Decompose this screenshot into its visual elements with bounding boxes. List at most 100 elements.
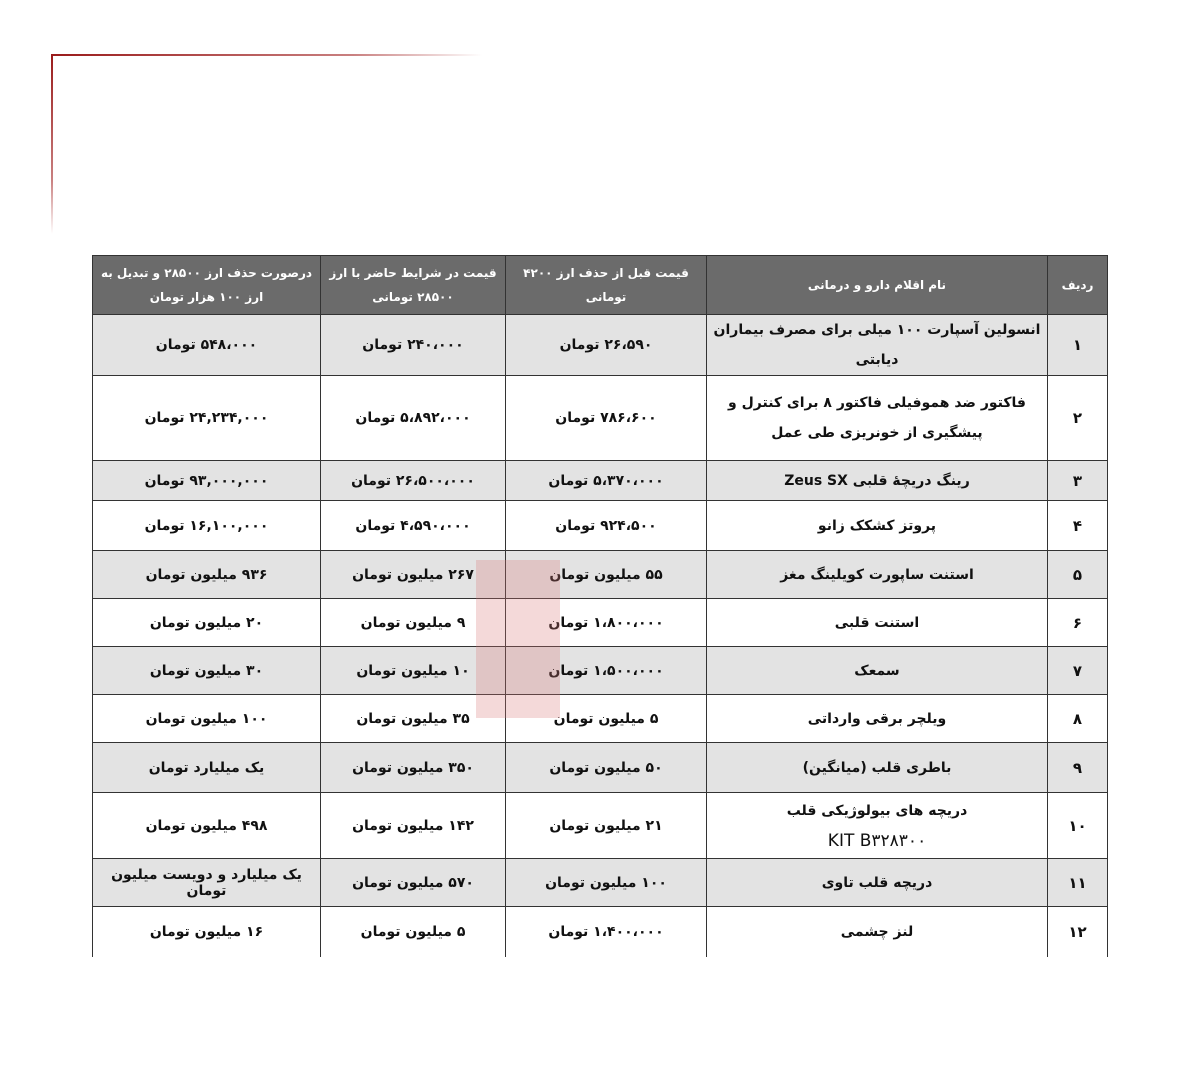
price-now: ۵۷۰ میلیون تومان <box>352 874 474 891</box>
price-after-cell: ۲۴,۲۳۴,۰۰۰ تومان <box>92 375 321 461</box>
price-after: ۵۴۸،۰۰۰ تومان <box>155 337 258 353</box>
item-name: رینگ دریچهٔ قلبی Zeus SX <box>784 472 970 489</box>
price-after-cell: ۳۰ میلیون تومان <box>92 646 321 695</box>
price-now-cell: ۵ میلیون تومان <box>320 906 506 957</box>
row-index-cell: ۷ <box>1047 646 1108 695</box>
price-before-cell: ۹۲۴،۵۰۰ تومان <box>505 500 707 551</box>
item-name: باطری قلب (میانگین) <box>802 759 952 776</box>
row-index-cell: ۱ <box>1047 314 1108 376</box>
price-now: ۳۵ میلیون تومان <box>356 710 470 727</box>
row-index-cell: ۹ <box>1047 742 1108 793</box>
row-index: ۱۱ <box>1068 873 1087 892</box>
price-now-cell: ۲۶،۵۰۰،۰۰۰ تومان <box>320 460 506 501</box>
price-now: ۱۴۲ میلیون تومان <box>352 817 474 834</box>
row-index: ۸ <box>1072 709 1083 728</box>
price-now: ۱۰ میلیون تومان <box>356 662 470 679</box>
row-index: ۴ <box>1072 516 1083 535</box>
price-now: ۹ میلیون تومان <box>360 614 466 631</box>
item-name: انسولین آسپارت ۱۰۰ میلی برای مصرف بیمارا… <box>713 322 1041 368</box>
row-index: ۱۲ <box>1068 922 1087 941</box>
price-after: یک میلیارد تومان <box>148 759 265 776</box>
price-after-cell: ۱۶,۱۰۰,۰۰۰ تومان <box>92 500 321 551</box>
price-before-cell: ۱،۸۰۰،۰۰۰ تومان <box>505 598 707 647</box>
item-name: لنز چشمی <box>840 923 914 940</box>
price-before: ۱،۸۰۰،۰۰۰ تومان <box>548 614 664 631</box>
header-price-after: درصورت حذف ارز ۲۸۵۰۰ و تبدیل به ارز ۱۰۰ … <box>92 255 321 315</box>
price-after-cell: ۱۰۰ میلیون تومان <box>92 694 321 743</box>
price-before: ۵،۳۷۰،۰۰۰ تومان <box>548 472 664 489</box>
price-before-cell: ۱،۴۰۰،۰۰۰ تومان <box>505 906 707 957</box>
price-after: ۳۰ میلیون تومان <box>149 662 264 679</box>
row-index-cell: ۱۰ <box>1047 792 1108 859</box>
price-before: ۱،۴۰۰،۰۰۰ تومان <box>548 923 664 940</box>
item-name: سمعک <box>854 662 900 679</box>
price-before: ۵۵ میلیون تومان <box>549 566 663 583</box>
price-after: ۲۴,۲۳۴,۰۰۰ تومان <box>144 410 269 426</box>
price-now-cell: ۳۵ میلیون تومان <box>320 694 506 743</box>
item-name-cell: ویلچر برقی وارداتی <box>706 694 1048 743</box>
price-before-cell: ۵۵ میلیون تومان <box>505 550 707 599</box>
decorative-frame-top <box>52 54 482 56</box>
header-price-before: قیمت قبل از حذف ارز ۴۲۰۰ تومانی <box>505 255 707 315</box>
price-now-cell: ۱۰ میلیون تومان <box>320 646 506 695</box>
item-name-line2: KIT B۳۲۸۳۰۰ <box>827 830 927 851</box>
price-now-cell: ۹ میلیون تومان <box>320 598 506 647</box>
price-now-cell: ۱۴۲ میلیون تومان <box>320 792 506 859</box>
row-index: ۲ <box>1072 409 1083 427</box>
price-now: ۴،۵۹۰،۰۰۰ تومان <box>355 517 471 534</box>
price-before-cell: ۲۱ میلیون تومان <box>505 792 707 859</box>
price-now-cell: ۲۴۰،۰۰۰ تومان <box>320 314 506 376</box>
price-now: ۵،۸۹۲،۰۰۰ تومان <box>355 410 471 426</box>
row-index-cell: ۸ <box>1047 694 1108 743</box>
table-row: ۱۰ دریچه های بیولوژیکی قلب KIT B۳۲۸۳۰۰ ۲۱ م… <box>92 792 1108 859</box>
item-name: استنت ساپورت کویلینگ مغز <box>780 566 974 583</box>
table-row: ۳ رینگ دریچهٔ قلبی Zeus SX ۵،۳۷۰،۰۰۰ تومان… <box>92 460 1108 501</box>
price-before-cell: ۵۰ میلیون تومان <box>505 742 707 793</box>
price-after: ۱۶,۱۰۰,۰۰۰ تومان <box>144 517 269 534</box>
table-row: ۷ سمعک ۱،۵۰۰،۰۰۰ تومان ۱۰ میلیون تومان ۳۰ می… <box>92 646 1108 695</box>
price-before: ۱،۵۰۰،۰۰۰ تومان <box>548 662 664 679</box>
row-index-cell: ۱۱ <box>1047 858 1108 907</box>
item-name-cell: باطری قلب (میانگین) <box>706 742 1048 793</box>
price-now: ۲۶۷ میلیون تومان <box>352 566 474 583</box>
price-now: ۲۶،۵۰۰،۰۰۰ تومان <box>351 472 475 489</box>
price-after: ۲۰ میلیون تومان <box>149 614 264 631</box>
item-name: پروتز کشکک زانو <box>817 517 937 534</box>
price-after: ۱۰۰ میلیون تومان <box>145 710 268 727</box>
item-name-cell: دریچه قلب تاوی <box>706 858 1048 907</box>
row-index-cell: ۳ <box>1047 460 1108 501</box>
price-now: ۳۵۰ میلیون تومان <box>352 759 474 776</box>
price-before-cell: ۲۶،۵۹۰ تومان <box>505 314 707 376</box>
price-before: ۹۲۴،۵۰۰ تومان <box>555 517 657 534</box>
item-name-cell: استنت قلبی <box>706 598 1048 647</box>
price-after: ۹۳,۰۰۰,۰۰۰ تومان <box>144 472 269 489</box>
item-name: فاکتور ضد هموفیلی فاکتور ۸ برای کنترل و … <box>728 395 1026 441</box>
price-after-cell: ۲۰ میلیون تومان <box>92 598 321 647</box>
table-row: ۱۱ دریچه قلب تاوی ۱۰۰ میلیون تومان ۵۷۰ میلی… <box>92 858 1108 907</box>
item-name: ویلچر برقی وارداتی <box>807 710 947 727</box>
price-after-cell: ۴۹۸ میلیون تومان <box>92 792 321 859</box>
item-name-cell: دریچه های بیولوژیکی قلب KIT B۳۲۸۳۰۰ <box>706 792 1048 859</box>
header-index: ردیف <box>1047 255 1108 315</box>
item-name: دریچه قلب تاوی <box>821 874 933 891</box>
header-price-now: قیمت در شرایط حاضر با ارز ۲۸۵۰۰ تومانی <box>320 255 506 315</box>
price-now: ۲۴۰،۰۰۰ تومان <box>362 337 464 353</box>
item-name-cell: لنز چشمی <box>706 906 1048 957</box>
price-before: ۵ میلیون تومان <box>553 710 659 727</box>
decorative-frame-left <box>51 54 53 234</box>
price-before: ۲۶،۵۹۰ تومان <box>559 337 653 353</box>
price-before: ۲۱ میلیون تومان <box>549 817 663 834</box>
row-index-cell: ۱۲ <box>1047 906 1108 957</box>
table-row: ۶ استنت قلبی ۱،۸۰۰،۰۰۰ تومان ۹ میلیون تومان… <box>92 598 1108 647</box>
item-name-cell: رینگ دریچهٔ قلبی Zeus SX <box>706 460 1048 501</box>
price-now-cell: ۵،۸۹۲،۰۰۰ تومان <box>320 375 506 461</box>
medical-price-table: ردیف نام اقلام دارو و درمانی قیمت قبل از… <box>92 255 1108 957</box>
price-after-cell: یک میلیارد تومان <box>92 742 321 793</box>
item-name-cell: سمعک <box>706 646 1048 695</box>
row-index: ۵ <box>1072 565 1083 584</box>
price-after-cell: ۹۳,۰۰۰,۰۰۰ تومان <box>92 460 321 501</box>
row-index-cell: ۴ <box>1047 500 1108 551</box>
price-before-cell: ۱،۵۰۰،۰۰۰ تومان <box>505 646 707 695</box>
price-after: ۱۶ میلیون تومان <box>149 923 264 940</box>
row-index: ۱۰ <box>1068 816 1087 835</box>
